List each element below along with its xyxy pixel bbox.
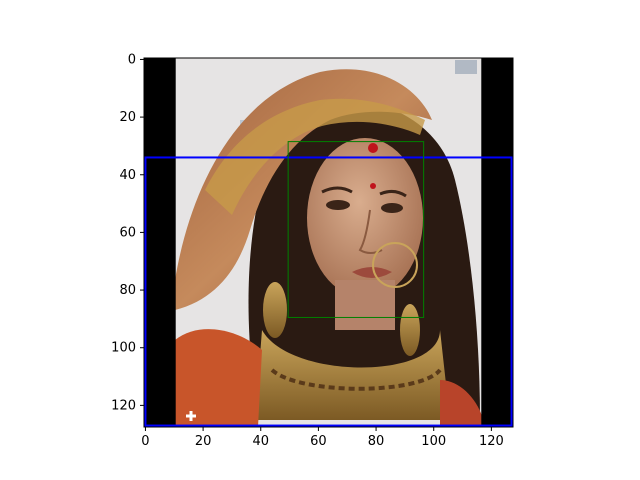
y-tick-label: 120: [111, 398, 136, 413]
black-border-right: [481, 58, 513, 427]
bindi: [370, 183, 376, 189]
y-tick-label: 20: [119, 110, 136, 125]
right-eye: [381, 203, 403, 213]
dress: [175, 329, 262, 427]
x-tick-label: 80: [368, 434, 385, 449]
maang-tikka: [368, 143, 378, 153]
x-tick-label: 0: [141, 434, 149, 449]
portrait-image: [144, 58, 513, 427]
x-tick-label: 20: [195, 434, 212, 449]
wall-mark-2: [455, 60, 477, 74]
y-tick-label: 60: [119, 225, 136, 240]
neck: [335, 280, 395, 330]
y-tick-label: 0: [128, 52, 136, 67]
left-earring: [263, 282, 287, 338]
y-tick-label: 100: [111, 341, 136, 356]
right-earring: [400, 304, 420, 356]
x-tick-label: 60: [310, 434, 327, 449]
x-tick-label: 100: [421, 434, 446, 449]
black-border-left: [144, 58, 176, 427]
x-tick-label: 40: [252, 434, 269, 449]
y-tick-label: 40: [119, 168, 136, 183]
left-eye: [326, 200, 350, 210]
y-tick-label: 80: [119, 283, 136, 298]
x-tick-label: 120: [479, 434, 504, 449]
x-axis: 0 20 40 60 80 100 120: [141, 427, 503, 449]
y-axis: 0 20 40 60 80 100 120: [111, 52, 144, 413]
